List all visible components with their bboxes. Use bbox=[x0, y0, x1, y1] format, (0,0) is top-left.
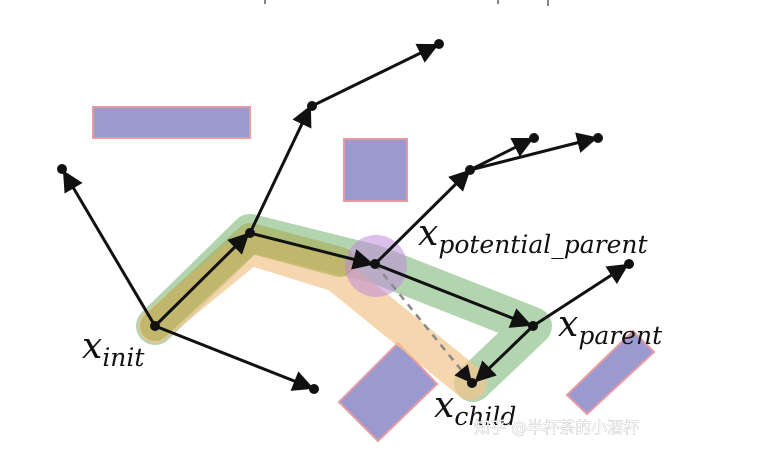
top-edge-marks bbox=[264, 0, 549, 6]
obstacles bbox=[92, 106, 656, 443]
tree-edges bbox=[62, 43, 629, 391]
node-potential-parent bbox=[370, 259, 380, 269]
node-leaf-n3a bbox=[529, 133, 539, 143]
node-leaf-down bbox=[309, 384, 319, 394]
edge-init-n1 bbox=[153, 232, 250, 328]
label-x-parent: xparent bbox=[558, 304, 663, 350]
node-leaf-upleft bbox=[57, 164, 67, 174]
tree-nodes bbox=[57, 39, 634, 394]
edge-potential-n3 bbox=[373, 169, 471, 266]
label-x-child: xchild bbox=[434, 385, 516, 431]
edge-n3-b bbox=[469, 132, 599, 172]
edge-parent-child bbox=[474, 324, 535, 383]
obstacle-diamond-bottom bbox=[337, 341, 439, 443]
node-leaf-n3b bbox=[593, 133, 603, 143]
node-n1 bbox=[245, 228, 255, 238]
edge-potential-parent bbox=[374, 262, 532, 328]
edge-parent-upright bbox=[532, 263, 629, 328]
node-parent bbox=[528, 321, 538, 331]
node-n3 bbox=[465, 165, 475, 175]
node-leaf-top bbox=[434, 39, 444, 49]
edge-n1-n2 bbox=[248, 105, 312, 234]
obstacle-rect-top-left bbox=[92, 106, 251, 139]
node-child bbox=[467, 378, 477, 388]
edge-init-down bbox=[154, 324, 314, 391]
edge-n2-top bbox=[311, 43, 439, 108]
edge-init-upleft bbox=[62, 170, 157, 327]
node-leaf-upright bbox=[624, 259, 634, 269]
obstacle-rect-bottom-right bbox=[565, 329, 656, 416]
node-init bbox=[150, 321, 160, 331]
edge-n3-a bbox=[469, 137, 534, 172]
label-x-potential-parent: xpotential_parent bbox=[418, 213, 649, 259]
edge-n1-potential bbox=[249, 231, 375, 270]
label-x-init: xinit bbox=[82, 326, 145, 372]
node-n2 bbox=[307, 101, 317, 111]
obstacle-square-center bbox=[343, 138, 408, 202]
watermark: 知乎 @半杯茶的小酒杯 bbox=[474, 418, 639, 437]
